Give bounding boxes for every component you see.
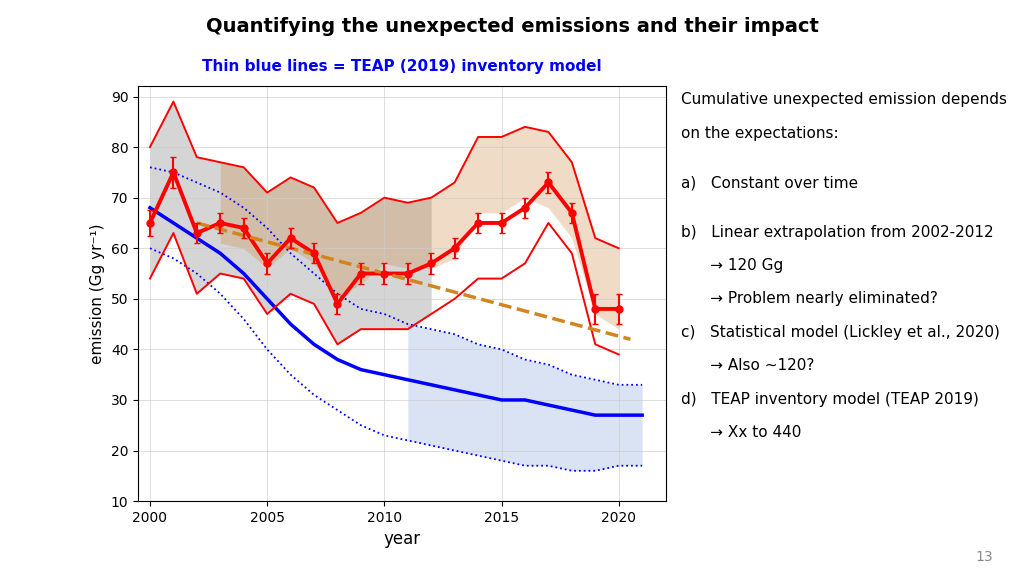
Text: → Xx to 440: → Xx to 440 bbox=[681, 425, 802, 440]
Text: b)   Linear extrapolation from 2002-2012: b) Linear extrapolation from 2002-2012 bbox=[681, 225, 993, 240]
Text: d)   TEAP inventory model (TEAP 2019): d) TEAP inventory model (TEAP 2019) bbox=[681, 392, 979, 407]
Text: 13: 13 bbox=[976, 551, 993, 564]
X-axis label: year: year bbox=[383, 530, 421, 548]
Y-axis label: emission (Gg yr⁻¹): emission (Gg yr⁻¹) bbox=[90, 223, 105, 364]
Text: → 120 Gg: → 120 Gg bbox=[681, 258, 783, 273]
Text: Thin blue lines = TEAP (2019) inventory model: Thin blue lines = TEAP (2019) inventory … bbox=[202, 59, 602, 74]
Text: c)   Statistical model (Lickley et al., 2020): c) Statistical model (Lickley et al., 20… bbox=[681, 325, 999, 340]
Text: a)   Constant over time: a) Constant over time bbox=[681, 175, 858, 190]
Text: Cumulative unexpected emission depends: Cumulative unexpected emission depends bbox=[681, 92, 1007, 107]
Text: Quantifying the unexpected emissions and their impact: Quantifying the unexpected emissions and… bbox=[206, 17, 818, 36]
Text: on the expectations:: on the expectations: bbox=[681, 126, 839, 141]
Text: → Also ~120?: → Also ~120? bbox=[681, 358, 814, 373]
Text: → Problem nearly eliminated?: → Problem nearly eliminated? bbox=[681, 291, 938, 306]
